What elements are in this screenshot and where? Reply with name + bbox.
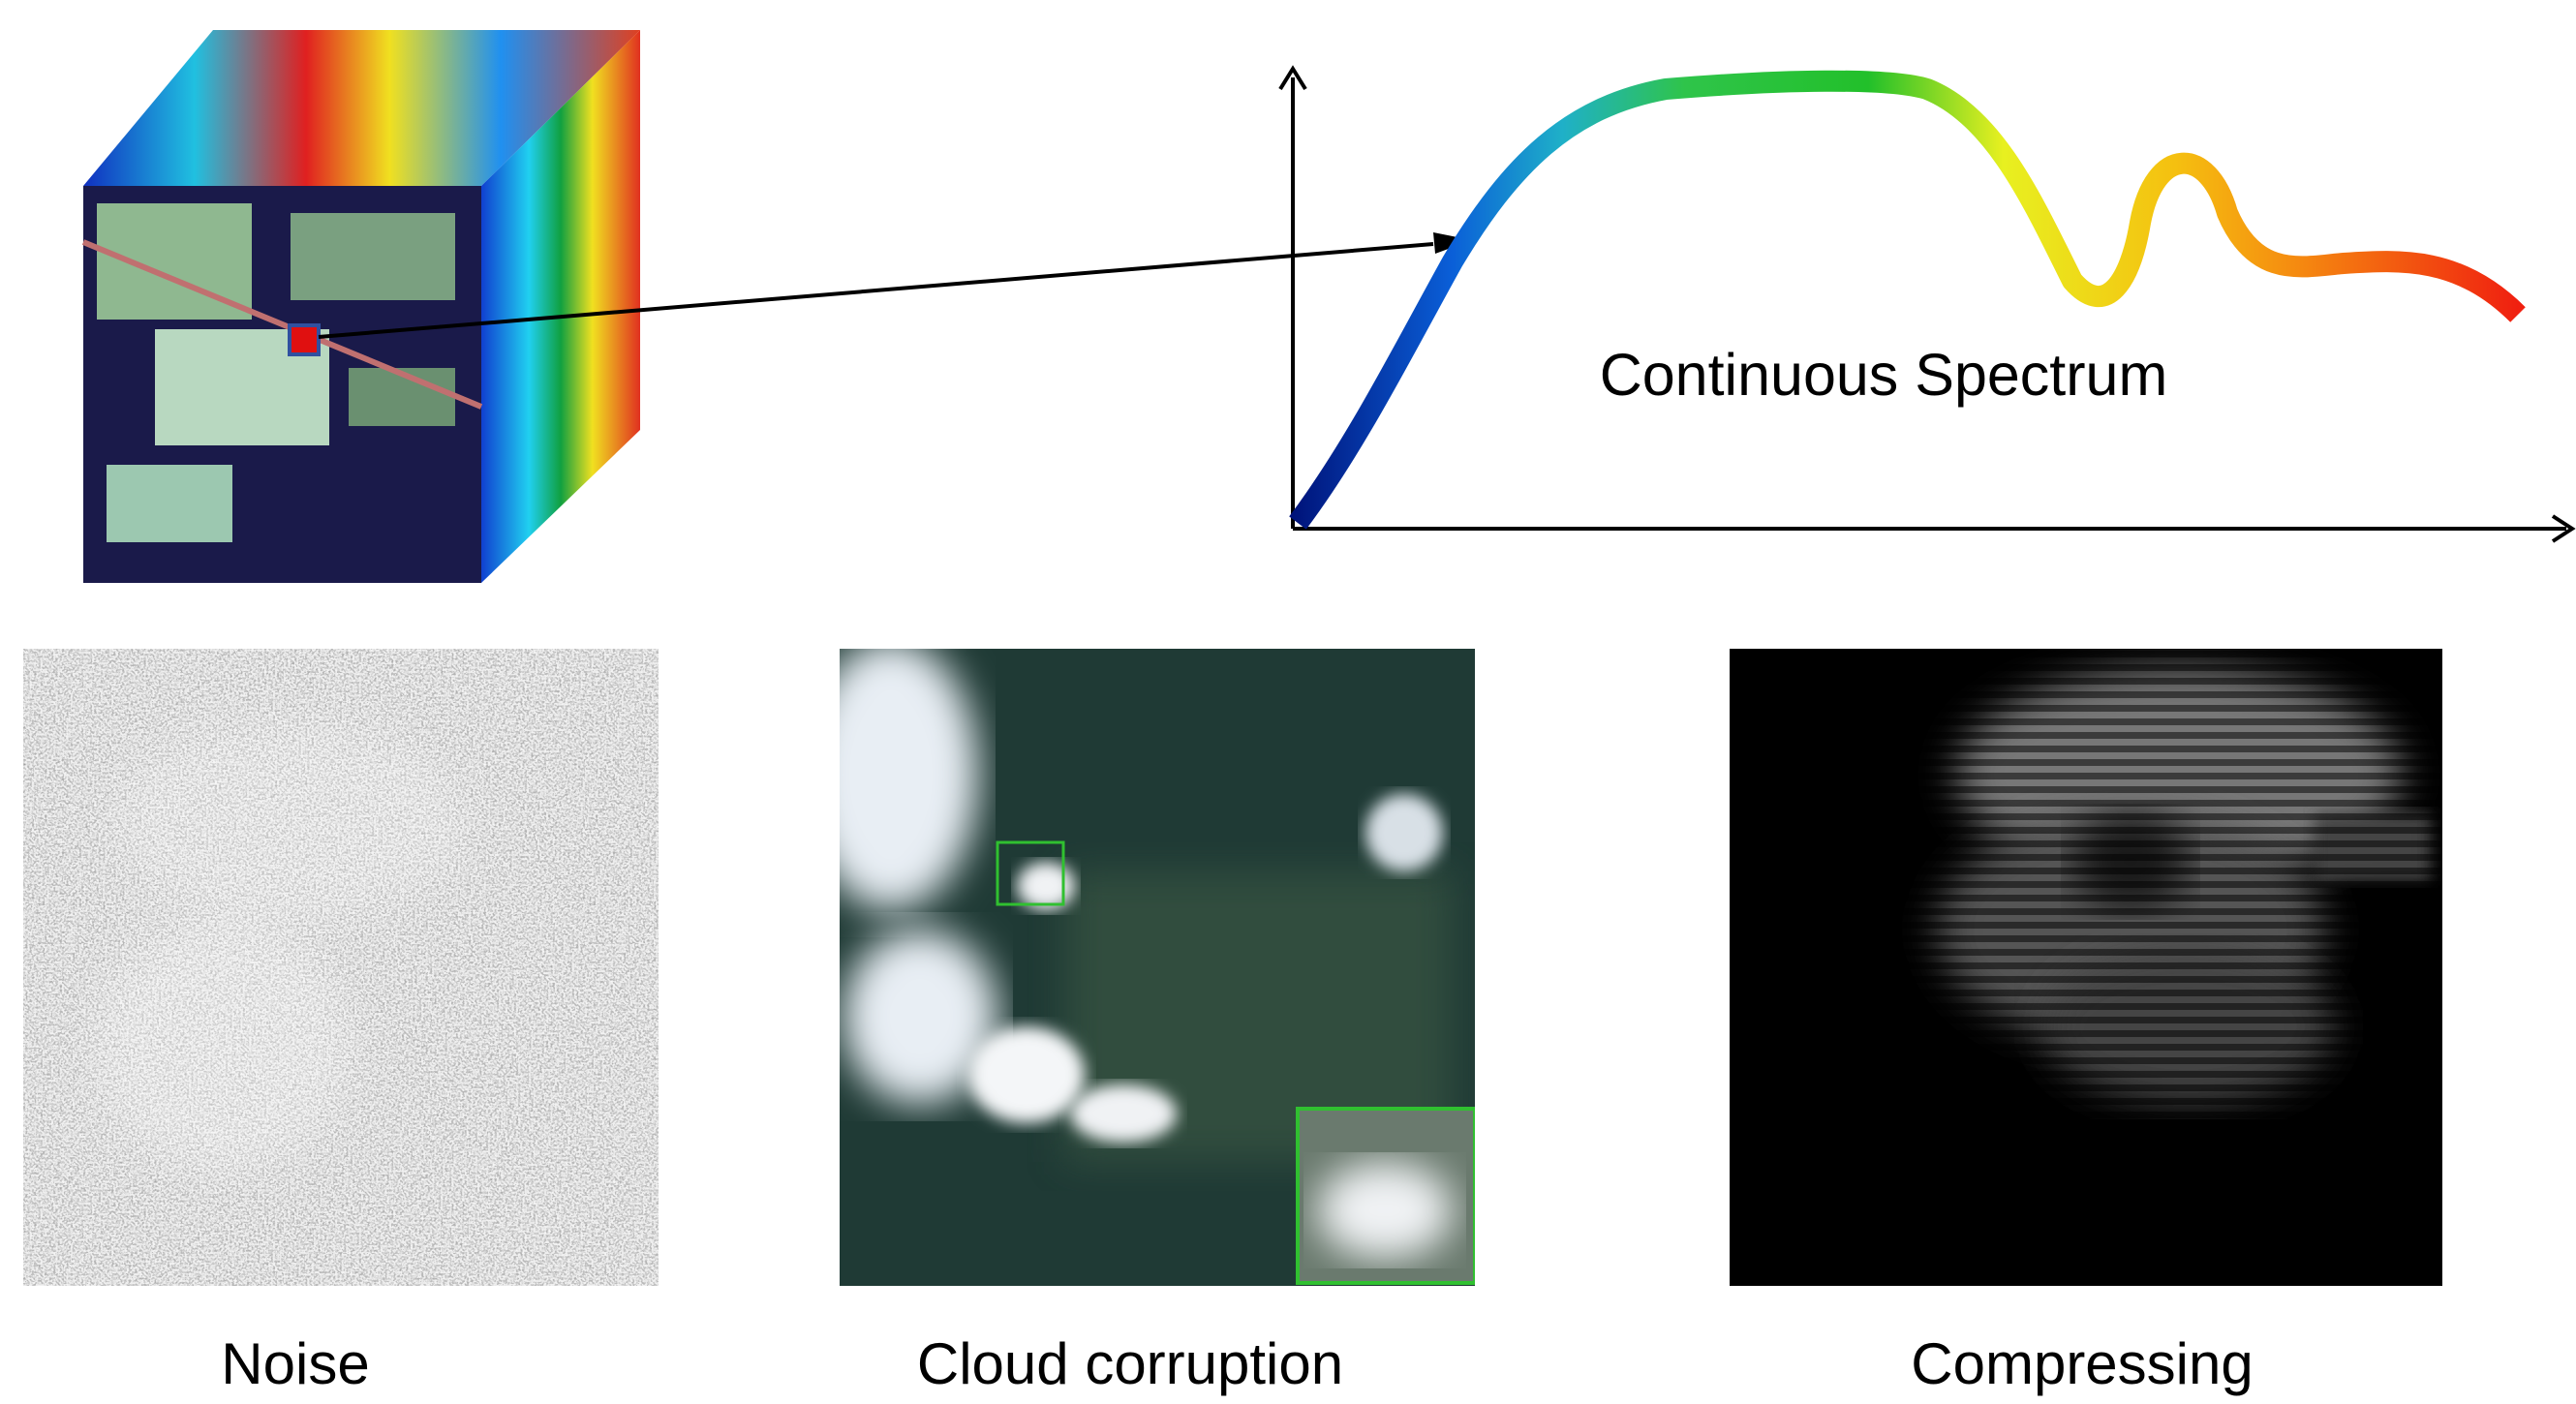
pixel-marker [290,325,319,354]
caption: Noise [221,1331,369,1396]
spectrum-curve [1298,81,2518,523]
caption: Cloud corruption [917,1331,1343,1396]
noise-image [23,649,659,1286]
data-cube [83,30,640,583]
spectrum-label: Continuous Spectrum [1600,342,2168,408]
caption: Compressing [1911,1331,2253,1396]
cloud-image [804,639,1475,1286]
compressed-image [1730,649,2442,1286]
figure: Continuous Spectrum Noise Cloud corrupti… [0,0,2576,1399]
